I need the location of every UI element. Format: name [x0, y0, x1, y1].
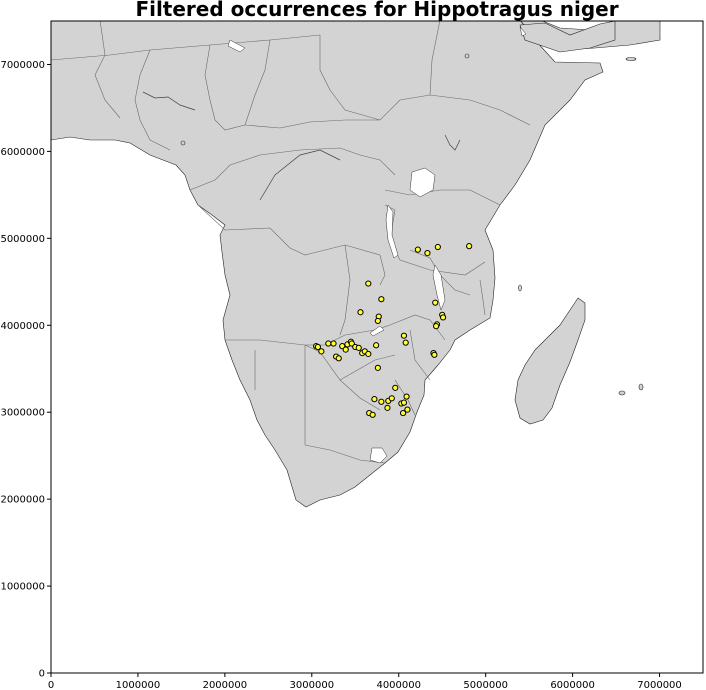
x-tick-label: 6000000 [550, 680, 595, 690]
lake-malawi [432, 264, 446, 311]
occurrence-point [403, 393, 410, 400]
arabia-coast [519, 21, 616, 53]
occurrence-point [399, 409, 407, 417]
y-tick-label: 1000000 [0, 582, 45, 593]
comoros [518, 284, 522, 292]
occurrence-point [325, 340, 332, 347]
x-tick-label: 7000000 [637, 680, 682, 690]
occurrence-point [433, 323, 440, 330]
lake-kariba [369, 325, 385, 337]
occurrence-point [402, 339, 409, 346]
y-axis: 0 1000000 2000000 3000000 4000000 5000000 6000… [0, 60, 51, 680]
x-tick-label: 4000000 [376, 680, 421, 690]
niger-river [142, 91, 196, 111]
occurrence-point [434, 243, 441, 251]
bioko [180, 140, 186, 146]
x-axis: 0 1000000 2000000 3000000 4000000 5000000 6000… [48, 673, 682, 690]
occurrence-point [373, 342, 380, 349]
occurrence-point [369, 411, 376, 418]
lake-victoria [409, 167, 436, 198]
x-tick-label: 1000000 [116, 680, 161, 690]
madagascar [514, 297, 586, 425]
occurrence-point [374, 317, 381, 325]
occurrence-point [365, 350, 372, 358]
y-tick-label: 0 [39, 669, 45, 680]
occurrence-point [432, 299, 439, 306]
occurrence-point [414, 246, 421, 253]
nile-river [444, 134, 461, 151]
occurrence-point [318, 348, 325, 355]
congo-river [259, 149, 341, 201]
island [464, 53, 470, 59]
africa-landmass [51, 21, 604, 508]
occurrence-point [355, 344, 362, 351]
occurrence-point [400, 399, 408, 406]
x-tick-label: 0 [48, 680, 54, 690]
x-tick-label: 3000000 [290, 680, 335, 690]
occurrence-point [400, 332, 408, 339]
occurrence-point [404, 406, 411, 413]
occurrence-point [392, 384, 399, 391]
occurrence-point [314, 343, 321, 351]
y-tick-label: 2000000 [0, 495, 45, 506]
y-tick-label: 4000000 [0, 321, 45, 332]
occurrence-point [342, 346, 349, 353]
occurrence-point [335, 355, 342, 362]
y-tick-label: 5000000 [0, 234, 45, 245]
lake-lesotho [369, 447, 388, 464]
occurrence-points [313, 243, 473, 418]
y-tick-label: 6000000 [0, 147, 45, 158]
occurrence-point [330, 340, 337, 347]
occurrence-point [439, 314, 447, 321]
reunion [618, 390, 626, 396]
y-tick-label: 3000000 [0, 408, 45, 419]
occurrence-point [357, 309, 364, 316]
occurrence-point [378, 398, 385, 405]
occurrence-point [424, 250, 431, 257]
occurrence-point [371, 396, 378, 403]
lake-tanganyika [385, 204, 399, 259]
socotra [625, 57, 637, 61]
plot-frame [50, 20, 704, 674]
occurrence-point [378, 296, 385, 303]
x-tick-label: 2000000 [203, 680, 248, 690]
basemap [51, 21, 661, 508]
y-tick-label: 7000000 [0, 60, 45, 71]
occurrence-point [388, 395, 395, 402]
mauritius [638, 383, 644, 391]
occurrence-point [466, 243, 473, 250]
occurrence-point [431, 351, 438, 358]
occurrence-point [365, 280, 372, 287]
occurrence-point [384, 404, 391, 411]
red-sea [227, 26, 527, 53]
x-tick-label: 5000000 [463, 680, 508, 690]
occurrence-point [374, 364, 381, 371]
chart-title: Filtered occurrences for Hippotragus nig… [135, 0, 618, 21]
